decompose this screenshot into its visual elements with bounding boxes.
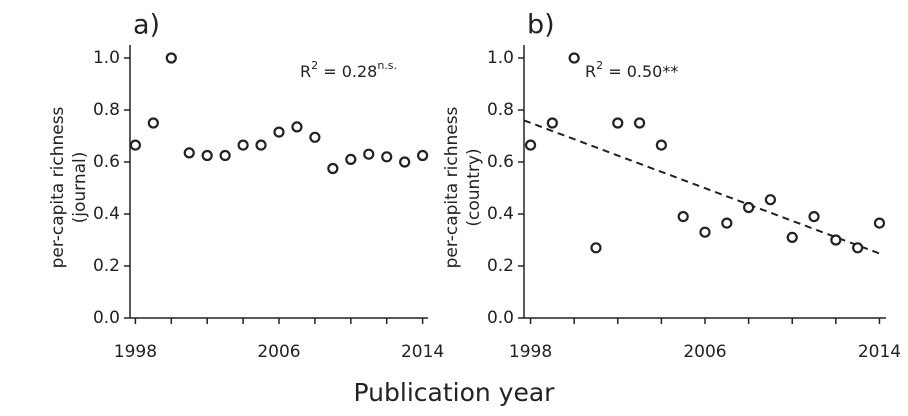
x-tick-label: 2014 (858, 342, 901, 362)
y-tick-label: 0.4 (487, 204, 514, 224)
x-tick-label: 1998 (509, 342, 552, 362)
point (852, 242, 864, 254)
point (721, 217, 733, 229)
point (830, 234, 842, 246)
point (237, 139, 249, 151)
point (612, 117, 624, 129)
point (399, 156, 411, 168)
point (129, 139, 141, 151)
x-tick-label: 1998 (114, 342, 157, 362)
point (655, 139, 667, 151)
point (309, 131, 321, 143)
point (417, 149, 429, 162)
y-tick-label: 0.8 (93, 100, 120, 120)
trend-line (523, 119, 882, 256)
point (743, 201, 755, 214)
y-tick-label: 0.0 (487, 308, 514, 328)
annotation-text: R (300, 62, 311, 81)
point (590, 242, 602, 254)
point (327, 162, 339, 175)
y-tick-label: 1.0 (93, 48, 120, 68)
panel-title: b) (527, 10, 555, 41)
x-tick-label: 2006 (257, 342, 300, 362)
point (524, 139, 537, 151)
y-axis-label-line: (country) (464, 148, 484, 226)
point (568, 52, 580, 64)
y-axis-label-line: (journal) (70, 152, 90, 224)
annotation-text: = 0.50** (603, 62, 678, 81)
annotation: R2 = 0.50** (585, 59, 678, 81)
point (147, 117, 159, 129)
annotation-text: R (585, 62, 596, 81)
y-axis-label: per-capita richness (country) (442, 106, 484, 268)
y-tick-label: 0.6 (487, 152, 514, 172)
point (677, 211, 689, 223)
y-tick-label: 0.0 (93, 308, 120, 328)
point (273, 126, 285, 138)
superscript: 2 (311, 59, 318, 72)
y-axis-label: per-capita richness (journal) (48, 106, 90, 268)
point (345, 153, 357, 165)
point (363, 148, 375, 160)
annotation-text: = 0.28 (318, 62, 377, 81)
x-tick-label: 2014 (401, 342, 444, 362)
superscript: 2 (596, 59, 603, 72)
point (291, 121, 303, 133)
y-tick-label: 0.4 (93, 204, 120, 224)
x-tick-label: 2006 (683, 342, 726, 362)
point (183, 147, 195, 159)
y-tick-label: 0.2 (93, 256, 120, 276)
y-tick-label: 1.0 (487, 48, 514, 68)
point (165, 52, 177, 64)
panel-title: a) (133, 10, 160, 41)
point (808, 211, 820, 223)
y-tick-label: 0.2 (487, 256, 514, 276)
point (546, 117, 558, 129)
point (786, 231, 798, 243)
annotation: R2 = 0.28n.s. (300, 59, 397, 81)
superscript: n.s. (377, 59, 397, 72)
y-tick-label: 0.8 (487, 100, 514, 120)
point (699, 226, 711, 238)
x-axis-label: Publication year (354, 378, 556, 407)
point (381, 151, 393, 163)
y-tick-label: 0.6 (93, 152, 120, 172)
point (764, 194, 777, 206)
y-axis-label-line: per-capita richness (48, 106, 68, 268)
y-axis-label-line: per-capita richness (442, 106, 462, 268)
point (255, 139, 267, 151)
point (873, 217, 886, 229)
point (201, 149, 213, 162)
point (219, 149, 231, 162)
point (633, 117, 646, 129)
